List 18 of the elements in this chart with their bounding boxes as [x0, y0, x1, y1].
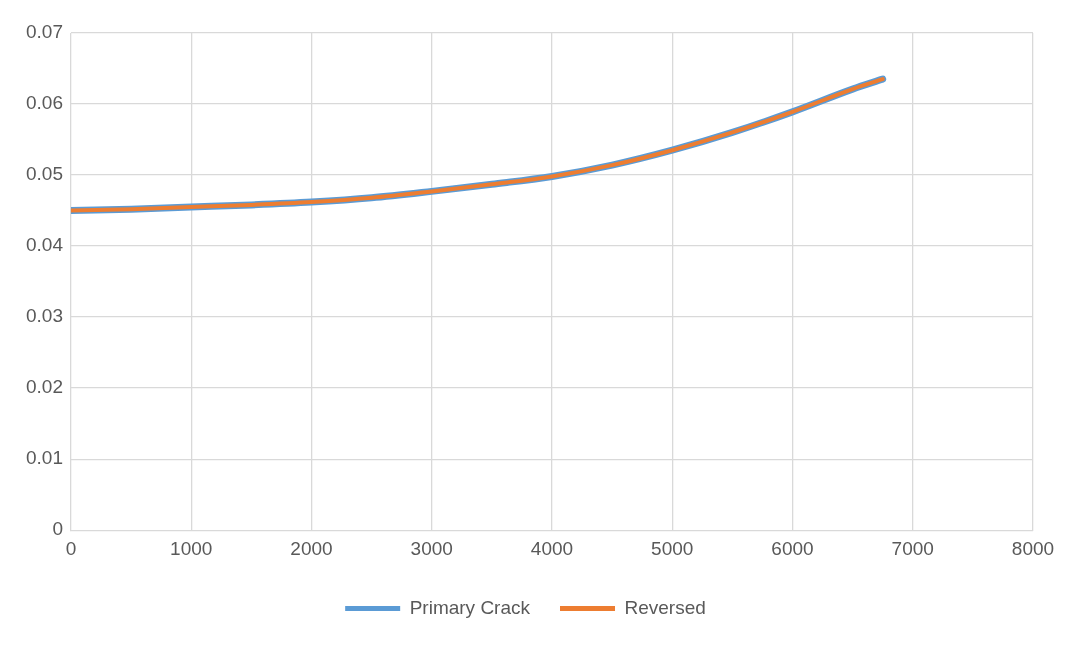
- x-tick-label: 3000: [410, 537, 453, 559]
- legend-label: Reversed: [624, 596, 706, 618]
- y-tick-label: 0.06: [26, 92, 63, 114]
- x-tick-label: 6000: [771, 537, 814, 559]
- y-tick-label: 0.01: [26, 447, 63, 469]
- x-tick-label: 1000: [170, 537, 213, 559]
- legend-label: Primary Crack: [409, 596, 531, 618]
- y-tick-label: 0.05: [26, 163, 63, 185]
- x-tick-label: 7000: [891, 537, 934, 559]
- y-tick-label: 0.07: [26, 21, 63, 43]
- x-tick-label: 8000: [1011, 537, 1055, 559]
- x-tick-label: 5000: [651, 537, 694, 559]
- y-tick-label: 0: [52, 518, 63, 540]
- x-tick-label: 4000: [530, 537, 574, 559]
- x-tick-label: 2000: [290, 537, 333, 559]
- y-tick-label: 0.03: [26, 305, 63, 327]
- y-tick-label: 0.04: [26, 234, 64, 256]
- y-tick-label: 0.02: [26, 376, 63, 398]
